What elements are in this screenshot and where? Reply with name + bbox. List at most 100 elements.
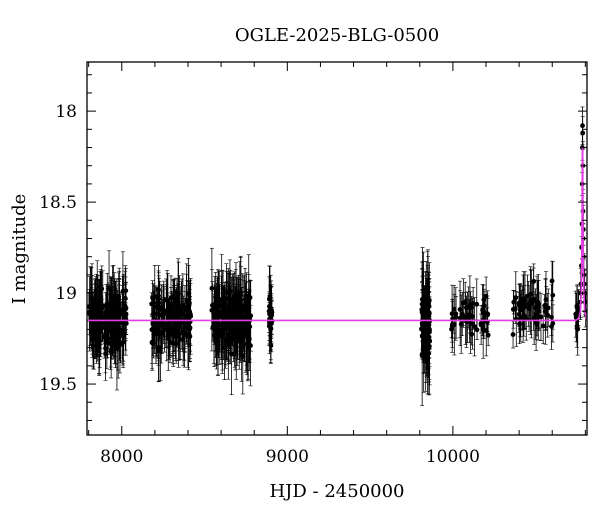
data-point: [517, 321, 522, 327]
data-point: [528, 301, 534, 307]
data-point: [219, 296, 225, 302]
data-point: [534, 322, 540, 327]
data-point: [95, 343, 101, 349]
data-point: [238, 308, 244, 314]
data-point: [219, 333, 225, 339]
data-point: [99, 306, 105, 312]
data-point: [248, 343, 253, 348]
y-tick-label: 18.5: [39, 193, 77, 213]
data-point: [550, 321, 556, 326]
y-axis-label: I magnitude: [9, 194, 30, 305]
model-curve: [87, 146, 587, 322]
data-point: [453, 311, 459, 317]
y-tick-label: 18: [55, 102, 77, 122]
data-point: [173, 341, 179, 346]
data-point: [460, 300, 466, 306]
data-point: [239, 315, 245, 321]
data-point: [538, 314, 544, 320]
axes: 8000 9000 10000 18 18.5 19 19.5: [39, 61, 588, 467]
data-point: [153, 323, 159, 328]
data-point: [426, 303, 432, 308]
x-tick-label: 10000: [426, 447, 480, 467]
data-point: [540, 323, 546, 329]
data-point: [532, 305, 538, 311]
data-point: [459, 311, 465, 317]
data-point: [419, 307, 425, 313]
data-point: [94, 331, 100, 336]
data-point: [122, 314, 128, 320]
chart-title: OGLE-2025-BLG-0500: [235, 25, 439, 46]
data-point: [188, 313, 194, 319]
data-point: [176, 304, 181, 310]
data-point: [164, 321, 170, 327]
data-point: [513, 295, 519, 301]
data-point: [483, 293, 489, 299]
data-point: [167, 328, 173, 334]
data-point: [156, 300, 162, 306]
data-point: [94, 312, 99, 317]
data-point: [115, 328, 121, 334]
data-point: [227, 314, 233, 319]
data-point: [247, 295, 253, 301]
data-point: [96, 337, 102, 343]
data-point: [472, 324, 477, 330]
data-point: [173, 321, 178, 327]
data-point: [110, 301, 115, 307]
data-point: [474, 301, 480, 307]
plot-area: [87, 106, 587, 406]
data-point: [465, 314, 470, 320]
data-point: [182, 321, 188, 327]
data-point: [485, 312, 491, 318]
data-point: [580, 130, 586, 136]
data-point: [449, 326, 454, 332]
x-axis-label: HJD - 2450000: [269, 481, 404, 502]
data-point: [246, 337, 252, 342]
data-point: [91, 327, 97, 333]
data-point: [549, 278, 555, 284]
data-point: [116, 314, 122, 320]
data-point: [423, 340, 429, 346]
data-point: [215, 339, 221, 344]
data-point: [223, 326, 229, 331]
data-point: [244, 304, 249, 310]
data-point: [469, 305, 475, 311]
data-point: [481, 309, 486, 315]
data-point: [511, 299, 517, 305]
data-point: [469, 331, 475, 337]
data-point: [185, 291, 191, 296]
data-point: [177, 309, 182, 315]
data-point: [536, 308, 542, 314]
data-point: [180, 337, 185, 343]
data-point: [156, 345, 162, 350]
data-point: [161, 321, 166, 327]
x-tick-label: 9000: [266, 447, 309, 467]
y-tick-label: 19: [55, 284, 77, 304]
data-point: [224, 320, 230, 326]
data-point: [531, 278, 537, 284]
data-point: [174, 330, 180, 335]
data-point: [120, 308, 125, 314]
plot-frame: [86, 61, 588, 436]
data-point: [469, 314, 475, 319]
data-point: [103, 351, 108, 357]
data-point: [510, 332, 516, 337]
y-tick-label: 19.5: [39, 375, 77, 395]
data-point: [543, 308, 549, 314]
data-point: [481, 303, 487, 309]
data-point: [468, 320, 474, 325]
data-point: [521, 301, 527, 307]
data-point: [457, 307, 463, 312]
data-point: [573, 311, 579, 317]
data-point: [123, 305, 129, 311]
data-point: [478, 321, 484, 326]
x-tick-label: 8000: [100, 447, 143, 467]
data-point: [212, 311, 218, 317]
data-point: [89, 304, 95, 309]
data-point: [239, 320, 244, 326]
data-point: [485, 332, 491, 338]
data-point: [168, 295, 174, 301]
data-point: [522, 313, 527, 319]
data-point: [118, 342, 124, 347]
data-point: [156, 304, 162, 310]
